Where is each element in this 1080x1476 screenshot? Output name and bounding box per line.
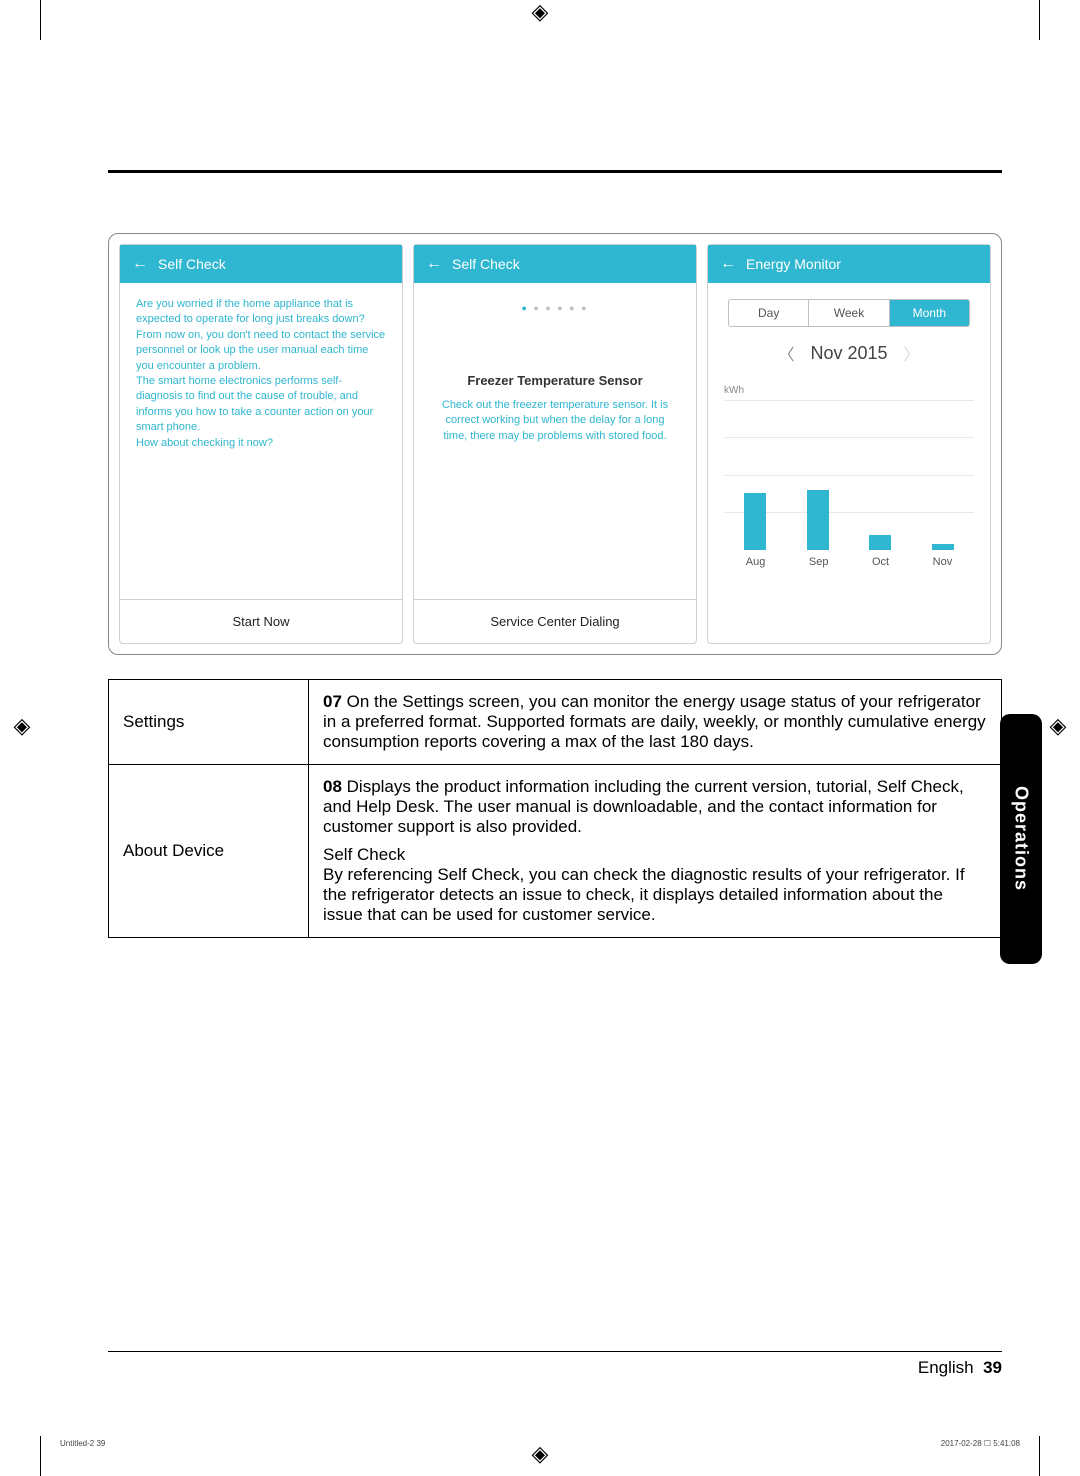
side-tab-operations: Operations bbox=[1000, 714, 1042, 964]
selfcheck-subheading: Self Check bbox=[323, 845, 987, 865]
screen-title: Self Check bbox=[452, 256, 520, 272]
tab-day[interactable]: Day bbox=[729, 300, 808, 326]
chevron-right-icon[interactable]: 〉 bbox=[904, 341, 920, 365]
bar bbox=[744, 493, 766, 550]
chevron-left-icon[interactable]: 〈 bbox=[778, 341, 794, 365]
energy-monitor-screen: ← Energy Monitor Day Week Month 〈 Nov 20… bbox=[707, 244, 991, 644]
x-label: Nov bbox=[933, 556, 953, 568]
registration-mark: ◈ bbox=[1046, 714, 1070, 738]
date-nav: 〈 Nov 2015 〉 bbox=[708, 341, 990, 365]
tab-week[interactable]: Week bbox=[808, 300, 888, 326]
tab-month[interactable]: Month bbox=[889, 300, 969, 326]
bar bbox=[807, 490, 829, 550]
bar bbox=[932, 544, 954, 550]
y-axis-label: kWh bbox=[724, 385, 974, 396]
registration-mark: ◈ bbox=[10, 714, 34, 738]
service-dialing-button[interactable]: Service Center Dialing bbox=[414, 599, 696, 643]
start-now-button[interactable]: Start Now bbox=[120, 599, 402, 643]
screen-header: ← Energy Monitor bbox=[708, 245, 990, 283]
registration-mark: ◈ bbox=[528, 1442, 552, 1466]
sensor-desc: Check out the freezer temperature sensor… bbox=[430, 398, 680, 444]
sensor-heading: Freezer Temperature Sensor bbox=[430, 373, 680, 388]
settings-label: Settings bbox=[109, 680, 309, 765]
registration-mark: ◈ bbox=[528, 0, 552, 24]
x-label: Aug bbox=[746, 556, 766, 568]
back-icon[interactable]: ← bbox=[720, 255, 736, 273]
meta-left: Untitled-2 39 bbox=[60, 1439, 105, 1448]
table-row: Settings 07 On the Settings screen, you … bbox=[109, 680, 1002, 765]
screens-container: ← Self Check Are you worried if the home… bbox=[108, 233, 1002, 655]
bar bbox=[869, 535, 891, 550]
x-label: Oct bbox=[872, 556, 889, 568]
screen-header: ← Self Check bbox=[414, 245, 696, 283]
page-content: ← Self Check Are you worried if the home… bbox=[108, 170, 1002, 938]
selfcheck-intro-screen: ← Self Check Are you worried if the home… bbox=[119, 244, 403, 644]
x-label: Sep bbox=[809, 556, 829, 568]
footer: English 39 bbox=[108, 1351, 1002, 1378]
screen-title: Energy Monitor bbox=[746, 256, 841, 272]
energy-chart: kWh Aug Sep Oct Nov bbox=[708, 385, 990, 643]
selfcheck-result-screen: ← Self Check ● ● ● ● ● ● Freezer Tempera… bbox=[413, 244, 697, 644]
date-label: Nov 2015 bbox=[810, 343, 887, 364]
intro-text: Are you worried if the home appliance th… bbox=[136, 297, 386, 451]
page-dots: ● ● ● ● ● ● bbox=[430, 303, 680, 313]
about-label: About Device bbox=[109, 765, 309, 938]
about-text: 08 Displays the product information incl… bbox=[309, 765, 1002, 938]
settings-text: 07 On the Settings screen, you can monit… bbox=[309, 680, 1002, 765]
meta-right: 2017-02-28 ☐ 5:41:08 bbox=[941, 1439, 1020, 1448]
info-table: Settings 07 On the Settings screen, you … bbox=[108, 679, 1002, 938]
period-toggle: Day Week Month bbox=[728, 299, 970, 327]
table-row: About Device 08 Displays the product inf… bbox=[109, 765, 1002, 938]
screen-title: Self Check bbox=[158, 256, 226, 272]
back-icon[interactable]: ← bbox=[132, 255, 148, 273]
screen-header: ← Self Check bbox=[120, 245, 402, 283]
back-icon[interactable]: ← bbox=[426, 255, 442, 273]
